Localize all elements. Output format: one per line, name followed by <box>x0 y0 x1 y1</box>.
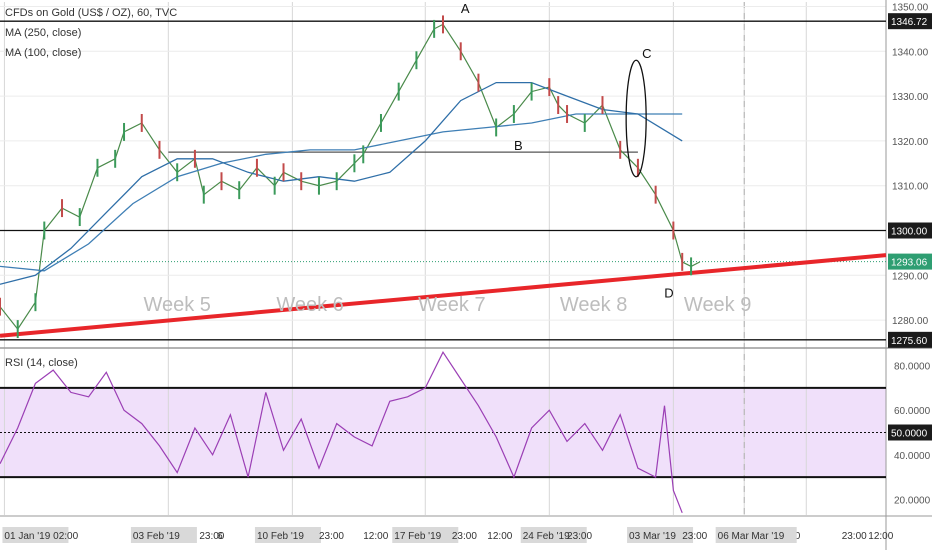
point-label-c: C <box>642 46 651 61</box>
trendline <box>0 253 887 338</box>
study-ma-250: MA (250, close) <box>5 27 81 39</box>
price-label: 1275.60 <box>891 336 928 347</box>
chart-title: CFDs on Gold (US$ / OZ), 60, TVC <box>5 7 177 19</box>
time-tick: 12:00 <box>363 531 388 542</box>
time-label-box <box>520 527 587 543</box>
time-tick: 03 Feb '19 <box>133 531 180 542</box>
price-label-box <box>888 13 932 30</box>
time-tick: 23:00 <box>199 531 224 542</box>
price-tick: 1280.00 <box>892 316 929 327</box>
time-tick: 23:00 <box>842 531 867 542</box>
time-label-box <box>392 527 459 543</box>
time-label-box <box>254 527 321 543</box>
time-label-box <box>2 527 69 543</box>
time-tick: 6 <box>217 531 223 542</box>
price-tick: 1320.00 <box>892 137 929 148</box>
rsi-tick: 60.0000 <box>894 406 931 417</box>
rsi-tick: 40.0000 <box>894 451 931 462</box>
time-tick: 01 Jan '19 <box>4 531 50 542</box>
rsi-price-label: 50.0000 <box>891 429 928 440</box>
time-label-box <box>130 527 197 543</box>
week-label: Week 9 <box>684 294 751 316</box>
price-tick: 1290.00 <box>892 271 929 282</box>
time-tick: 24 Feb '19 <box>523 531 570 542</box>
ma-250-line <box>0 113 683 272</box>
rsi-band <box>0 387 886 478</box>
price-label-box <box>888 222 932 239</box>
time-tick: 23:00 <box>319 531 344 542</box>
time-tick: 03 Mar '19 <box>629 531 676 542</box>
week-label: Week 5 <box>143 294 210 316</box>
rsi-line <box>0 350 683 514</box>
c-ellipse <box>625 59 647 178</box>
rsi-label-box <box>888 424 932 441</box>
time-tick: 23:00 <box>452 531 477 542</box>
time-tick: 23:00 <box>567 531 592 542</box>
price-label: 1346.72 <box>891 17 928 28</box>
price-label: 1300.00 <box>891 227 928 238</box>
price-tick: 1340.00 <box>892 47 929 58</box>
price-tick: 1350.00 <box>892 2 929 13</box>
time-tick: 06 Mar '19 <box>718 531 765 542</box>
rsi-tick: 20.0000 <box>894 495 931 506</box>
point-label-b: B <box>514 138 523 153</box>
price-label-box <box>888 331 932 348</box>
point-label-d: D <box>664 286 673 301</box>
week-label: Week 7 <box>418 294 485 316</box>
study-ma-100: MA (100, close) <box>5 47 81 59</box>
point-label-a: A <box>461 1 470 16</box>
time-tick: 12:00 <box>868 531 893 542</box>
price-label-box <box>888 253 932 270</box>
rsi-tick: 80.0000 <box>894 362 931 373</box>
time-tick: Mar '19 <box>751 531 784 542</box>
week-label: Week 6 <box>276 294 343 316</box>
time-tick: 02:00 <box>53 531 78 542</box>
price-tick: 1310.00 <box>892 182 929 193</box>
time-tick: 17 Feb '19 <box>394 531 441 542</box>
price-tick: 1330.00 <box>892 92 929 103</box>
time-label-box <box>749 527 797 543</box>
time-tick: 10 Feb '19 <box>257 531 304 542</box>
time-tick: 12:00 <box>487 531 512 542</box>
week-label: Week 8 <box>560 294 627 316</box>
time-label-box <box>627 527 694 543</box>
time-tick: 23:00 <box>682 531 707 542</box>
rsi-title: RSI (14, close) <box>5 357 78 369</box>
price-label: 1293.06 <box>891 258 928 269</box>
